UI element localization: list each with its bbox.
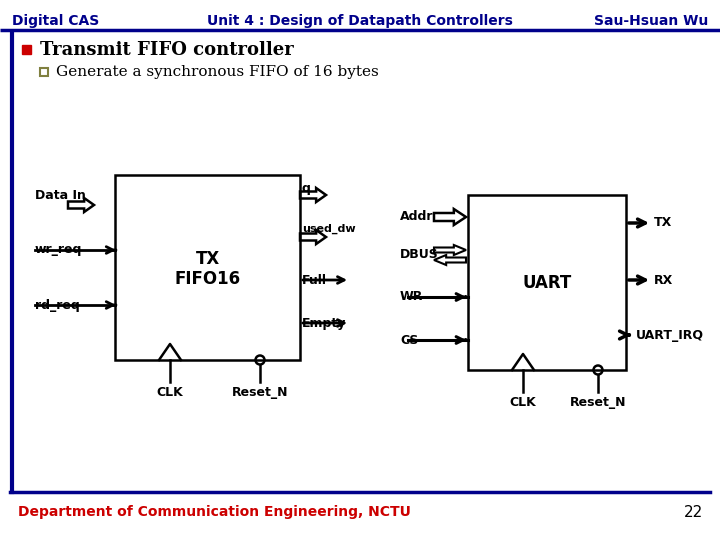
Text: WR: WR (400, 291, 423, 303)
Text: CLK: CLK (157, 386, 184, 399)
Text: Data In: Data In (35, 189, 86, 202)
Text: wr_req: wr_req (35, 244, 82, 256)
Text: DBUS: DBUS (400, 248, 438, 261)
Text: CS: CS (400, 334, 418, 347)
Text: UART_IRQ: UART_IRQ (636, 328, 704, 341)
Bar (468, 195, 626, 370)
Text: CLK: CLK (510, 396, 536, 409)
Text: Full: Full (302, 273, 327, 287)
Text: Addr: Addr (400, 211, 433, 224)
Bar (40, 68, 48, 76)
Text: TX: TX (195, 249, 220, 267)
Text: FIFO16: FIFO16 (174, 269, 240, 287)
Text: Generate a synchronous FIFO of 16 bytes: Generate a synchronous FIFO of 16 bytes (56, 65, 379, 79)
Text: Empty: Empty (302, 316, 346, 329)
Text: Digital CAS: Digital CAS (12, 14, 99, 28)
Text: Department of Communication Engineering, NCTU: Department of Communication Engineering,… (18, 505, 411, 519)
Text: Unit 4 : Design of Datapath Controllers: Unit 4 : Design of Datapath Controllers (207, 14, 513, 28)
Text: 22: 22 (684, 505, 703, 520)
Text: rd_req: rd_req (35, 299, 80, 312)
Text: Sau-Hsuan Wu: Sau-Hsuan Wu (594, 14, 708, 28)
Text: q: q (302, 182, 311, 195)
Text: used_dw: used_dw (302, 224, 356, 234)
Text: RX: RX (654, 273, 673, 287)
Bar (22, 45, 31, 54)
Text: Transmit FIFO controller: Transmit FIFO controller (40, 41, 294, 59)
Text: TX: TX (654, 217, 672, 230)
Bar (115, 175, 300, 360)
Text: Reset_N: Reset_N (570, 396, 626, 409)
Text: Reset_N: Reset_N (232, 386, 288, 399)
Text: UART: UART (523, 273, 572, 292)
